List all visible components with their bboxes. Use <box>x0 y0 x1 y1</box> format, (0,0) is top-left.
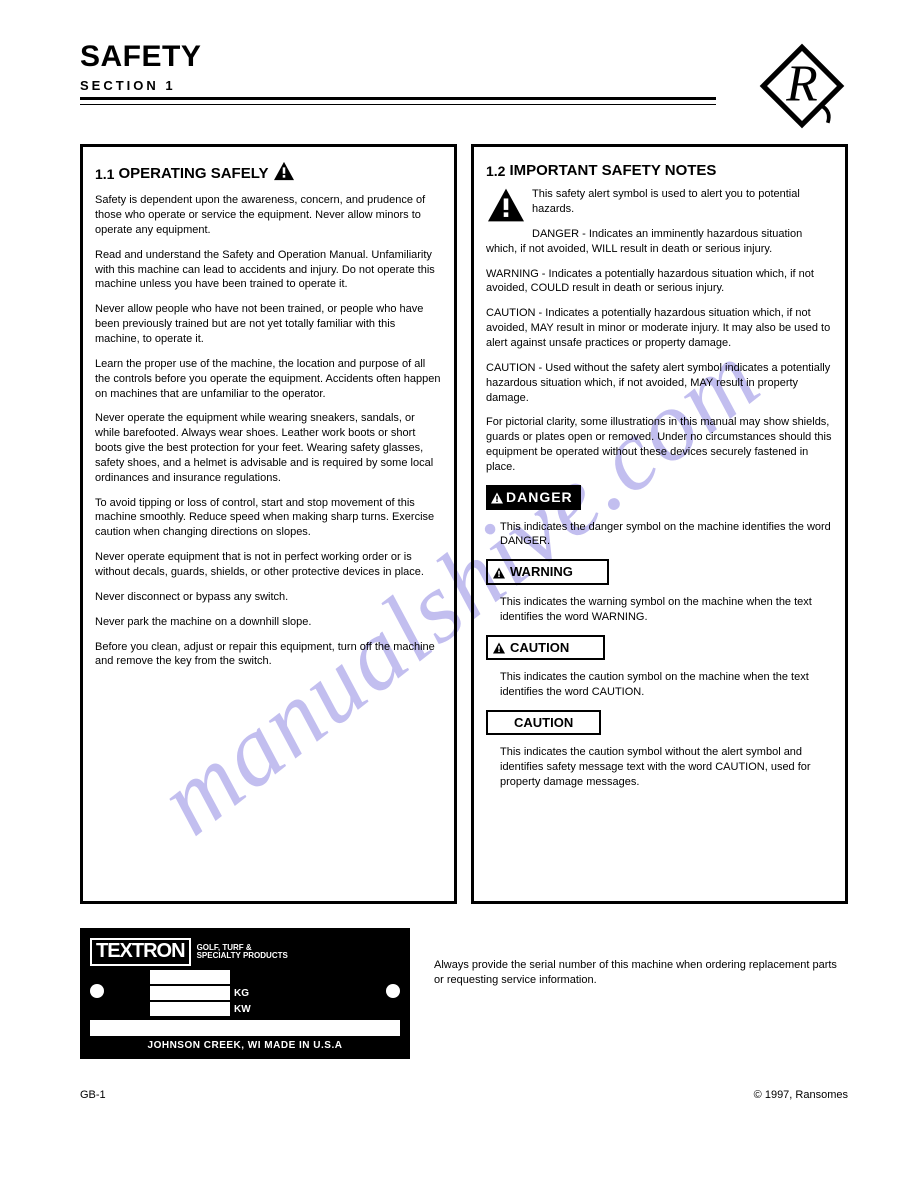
danger-label: DANGER <box>506 489 573 505</box>
plate-brand-sub: GOLF, TURF &SPECIALTY PRODUCTS <box>197 944 288 961</box>
plate-brand: TEXTRON <box>90 938 191 966</box>
svg-text:R: R <box>785 56 817 113</box>
alert-triangle-icon <box>486 187 526 228</box>
caution-para: CAUTION - Indicates a potentially hazard… <box>486 306 833 351</box>
id-plate: TEXTRON GOLF, TURF &SPECIALTY PRODUCTS K… <box>80 928 410 1059</box>
plate-field <box>150 970 400 984</box>
para: Never operate equipment that is not in p… <box>95 550 442 580</box>
id-plate-row: TEXTRON GOLF, TURF &SPECIALTY PRODUCTS K… <box>80 928 848 1059</box>
caution-signal-row: CAUTION <box>486 635 833 661</box>
left-heading-num: 1.1 <box>95 165 114 184</box>
plate-hole-icon <box>386 984 400 998</box>
para: Never disconnect or bypass any switch. <box>95 590 442 605</box>
danger-para: DANGER - Indicates an imminently hazardo… <box>486 227 833 257</box>
para: Safety is dependent upon the awareness, … <box>95 193 442 238</box>
plate-value-box <box>150 970 230 984</box>
page-content: SAFETY SECTION 1 R 1.1 OPERATING SAFELY <box>0 0 918 1131</box>
caution-plain-row: CAUTION <box>486 710 833 736</box>
plate-hole-icon <box>90 984 104 998</box>
two-columns: 1.1 OPERATING SAFELY Safety is dependent… <box>80 144 848 904</box>
header-rule <box>80 97 716 105</box>
section-label: SECTION 1 <box>80 78 716 93</box>
footer-left: GB-1 <box>80 1089 106 1101</box>
caution2-para: CAUTION - Used without the safety alert … <box>486 361 833 406</box>
kg-label: KG <box>234 988 249 999</box>
danger-signal-row: DANGER <box>486 485 833 510</box>
header-left: SAFETY SECTION 1 <box>80 40 716 107</box>
page-title: SAFETY <box>80 40 716 74</box>
caution-box-text: This indicates the caution symbol on the… <box>500 670 833 700</box>
plate-caption: Always provide the serial number of this… <box>434 928 848 988</box>
intro-para: This safety alert symbol is used to aler… <box>486 187 833 217</box>
brand-logo: R <box>756 40 848 132</box>
right-heading-text: IMPORTANT SAFETY NOTES <box>509 161 716 181</box>
left-heading: 1.1 OPERATING SAFELY <box>95 161 442 187</box>
warning-signal-row: WARNING <box>486 559 833 585</box>
clarity-para: For pictorial clarity, some illustration… <box>486 415 833 474</box>
warning-para: WARNING - Indicates a potentially hazard… <box>486 267 833 297</box>
caution-plain-text: This indicates the caution symbol withou… <box>500 745 833 790</box>
page-footer: GB-1 © 1997, Ransomes <box>80 1089 848 1101</box>
right-heading: 1.2 IMPORTANT SAFETY NOTES <box>486 161 833 181</box>
para: Read and understand the Safety and Opera… <box>95 248 442 293</box>
plate-field-kw: KW <box>150 1002 400 1016</box>
para: Never allow people who have not been tra… <box>95 302 442 347</box>
warning-signal-box: WARNING <box>486 559 609 585</box>
right-column: 1.2 IMPORTANT SAFETY NOTES This safety a… <box>471 144 848 904</box>
right-heading-num: 1.2 <box>486 162 505 181</box>
plate-serial-box <box>90 1020 400 1036</box>
left-column: 1.1 OPERATING SAFELY Safety is dependent… <box>80 144 457 904</box>
plate-bottom-text: JOHNSON CREEK, WI MADE IN U.S.A <box>90 1040 400 1051</box>
plate-value-box <box>150 986 230 1000</box>
plate-top: TEXTRON GOLF, TURF &SPECIALTY PRODUCTS <box>90 938 400 966</box>
para: Never operate the equipment while wearin… <box>95 411 442 485</box>
plate-fields: KG KW <box>150 970 400 1016</box>
plate-field-kg: KG <box>150 986 400 1000</box>
para: To avoid tipping or loss of control, sta… <box>95 496 442 541</box>
para: Learn the proper use of the machine, the… <box>95 357 442 402</box>
left-heading-text: OPERATING SAFELY <box>118 164 268 184</box>
kw-label: KW <box>234 1004 251 1015</box>
danger-box-text: This indicates the danger symbol on the … <box>500 520 833 550</box>
danger-signal-box: DANGER <box>486 485 581 510</box>
warning-box-text: This indicates the warning symbol on the… <box>500 595 833 625</box>
caution-signal-box: CAUTION <box>486 635 605 661</box>
warning-label: WARNING <box>510 564 573 579</box>
plate-value-box <box>150 1002 230 1016</box>
header: SAFETY SECTION 1 R <box>80 40 848 132</box>
alert-triangle-icon <box>273 161 295 187</box>
caution-plain-box: CAUTION <box>486 710 601 736</box>
intro-text: This safety alert symbol is used to aler… <box>532 188 800 215</box>
para: Before you clean, adjust or repair this … <box>95 640 442 670</box>
para: Never park the machine on a downhill slo… <box>95 615 442 630</box>
caution-label: CAUTION <box>510 640 569 655</box>
footer-right: © 1997, Ransomes <box>754 1089 848 1101</box>
